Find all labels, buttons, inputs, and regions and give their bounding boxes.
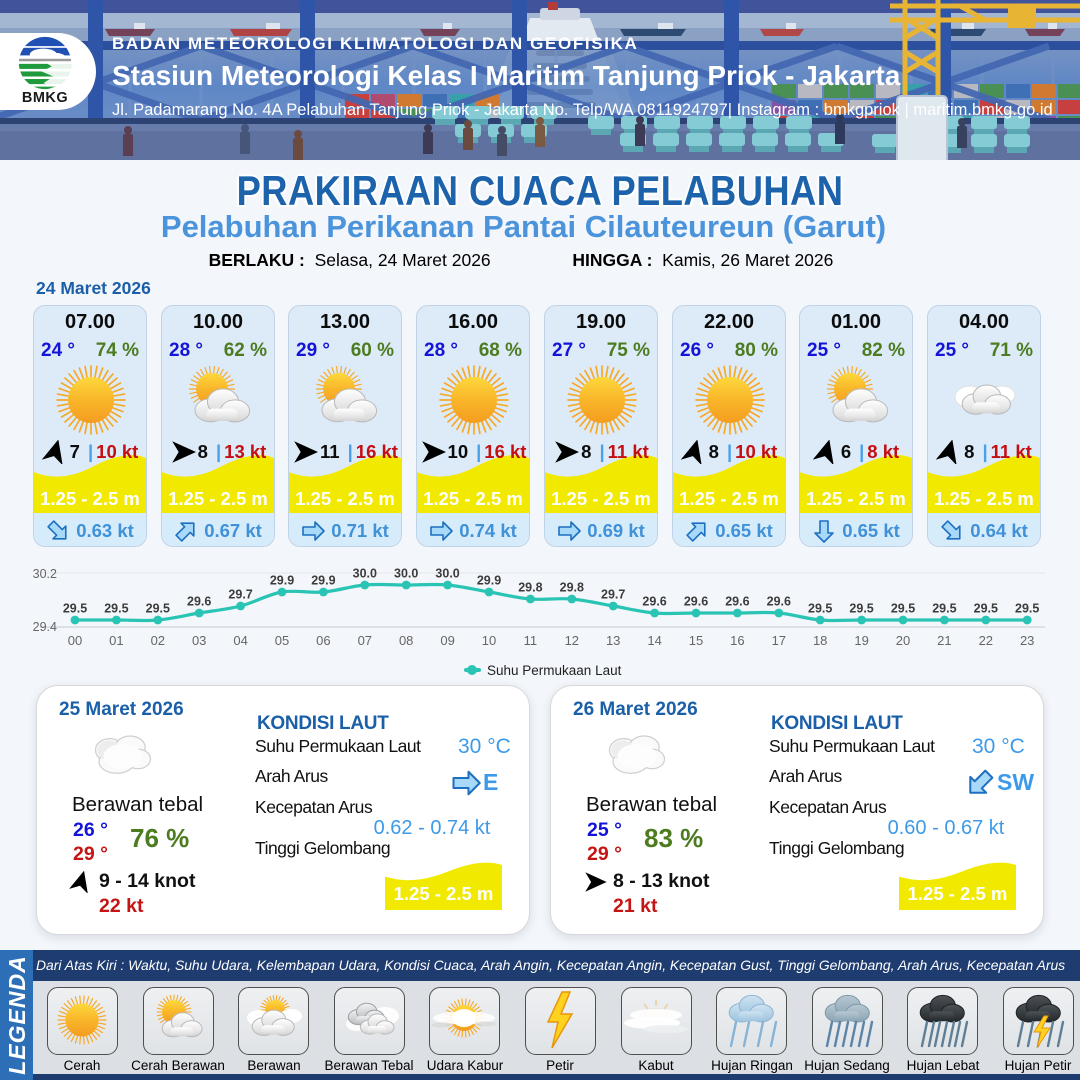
svg-text:05: 05 xyxy=(275,633,289,648)
svg-text:29.7: 29.7 xyxy=(601,588,625,602)
svg-text:29.5: 29.5 xyxy=(63,602,87,616)
svg-text:11: 11 xyxy=(524,633,538,648)
svg-text:29.9: 29.9 xyxy=(477,574,501,588)
svg-text:29.5: 29.5 xyxy=(974,602,998,616)
svg-text:29.9: 29.9 xyxy=(270,574,294,588)
svg-text:08: 08 xyxy=(399,633,413,648)
svg-text:29.5: 29.5 xyxy=(104,602,128,616)
svg-text:14: 14 xyxy=(647,633,661,648)
svg-text:30.0: 30.0 xyxy=(394,567,418,581)
svg-text:13: 13 xyxy=(606,633,620,648)
svg-text:30.0: 30.0 xyxy=(435,567,459,581)
svg-text:29.6: 29.6 xyxy=(767,595,791,609)
svg-text:29.5: 29.5 xyxy=(891,602,915,616)
svg-text:29.8: 29.8 xyxy=(518,581,542,595)
svg-text:29.7: 29.7 xyxy=(228,588,252,602)
svg-text:07: 07 xyxy=(358,633,372,648)
svg-text:29.5: 29.5 xyxy=(1015,602,1039,616)
svg-text:29.8: 29.8 xyxy=(560,581,584,595)
svg-text:15: 15 xyxy=(689,633,703,648)
svg-text:29.5: 29.5 xyxy=(146,602,170,616)
svg-text:29.6: 29.6 xyxy=(725,595,749,609)
svg-text:21: 21 xyxy=(937,633,951,648)
svg-text:06: 06 xyxy=(316,633,330,648)
svg-text:16: 16 xyxy=(730,633,744,648)
svg-text:00: 00 xyxy=(68,633,82,648)
svg-text:29.6: 29.6 xyxy=(187,595,211,609)
svg-text:09: 09 xyxy=(440,633,454,648)
svg-text:12: 12 xyxy=(565,633,579,648)
svg-text:23: 23 xyxy=(1020,633,1034,648)
svg-text:29.9: 29.9 xyxy=(311,574,335,588)
svg-text:29.5: 29.5 xyxy=(849,602,873,616)
svg-text:22: 22 xyxy=(979,633,993,648)
svg-text:29.5: 29.5 xyxy=(932,602,956,616)
svg-text:Suhu Permukaan Laut: Suhu Permukaan Laut xyxy=(487,663,622,678)
svg-text:01: 01 xyxy=(109,633,123,648)
svg-text:02: 02 xyxy=(151,633,165,648)
svg-text:10: 10 xyxy=(482,633,496,648)
svg-text:20: 20 xyxy=(896,633,910,648)
svg-text:29.6: 29.6 xyxy=(684,595,708,609)
svg-text:18: 18 xyxy=(813,633,827,648)
svg-text:04: 04 xyxy=(233,633,247,648)
svg-text:03: 03 xyxy=(192,633,206,648)
svg-text:17: 17 xyxy=(772,633,786,648)
svg-text:29.5: 29.5 xyxy=(808,602,832,616)
svg-text:29.4: 29.4 xyxy=(33,620,57,634)
svg-text:19: 19 xyxy=(854,633,868,648)
svg-text:30.2: 30.2 xyxy=(33,567,57,581)
svg-text:29.6: 29.6 xyxy=(642,595,666,609)
svg-text:30.0: 30.0 xyxy=(353,567,377,581)
